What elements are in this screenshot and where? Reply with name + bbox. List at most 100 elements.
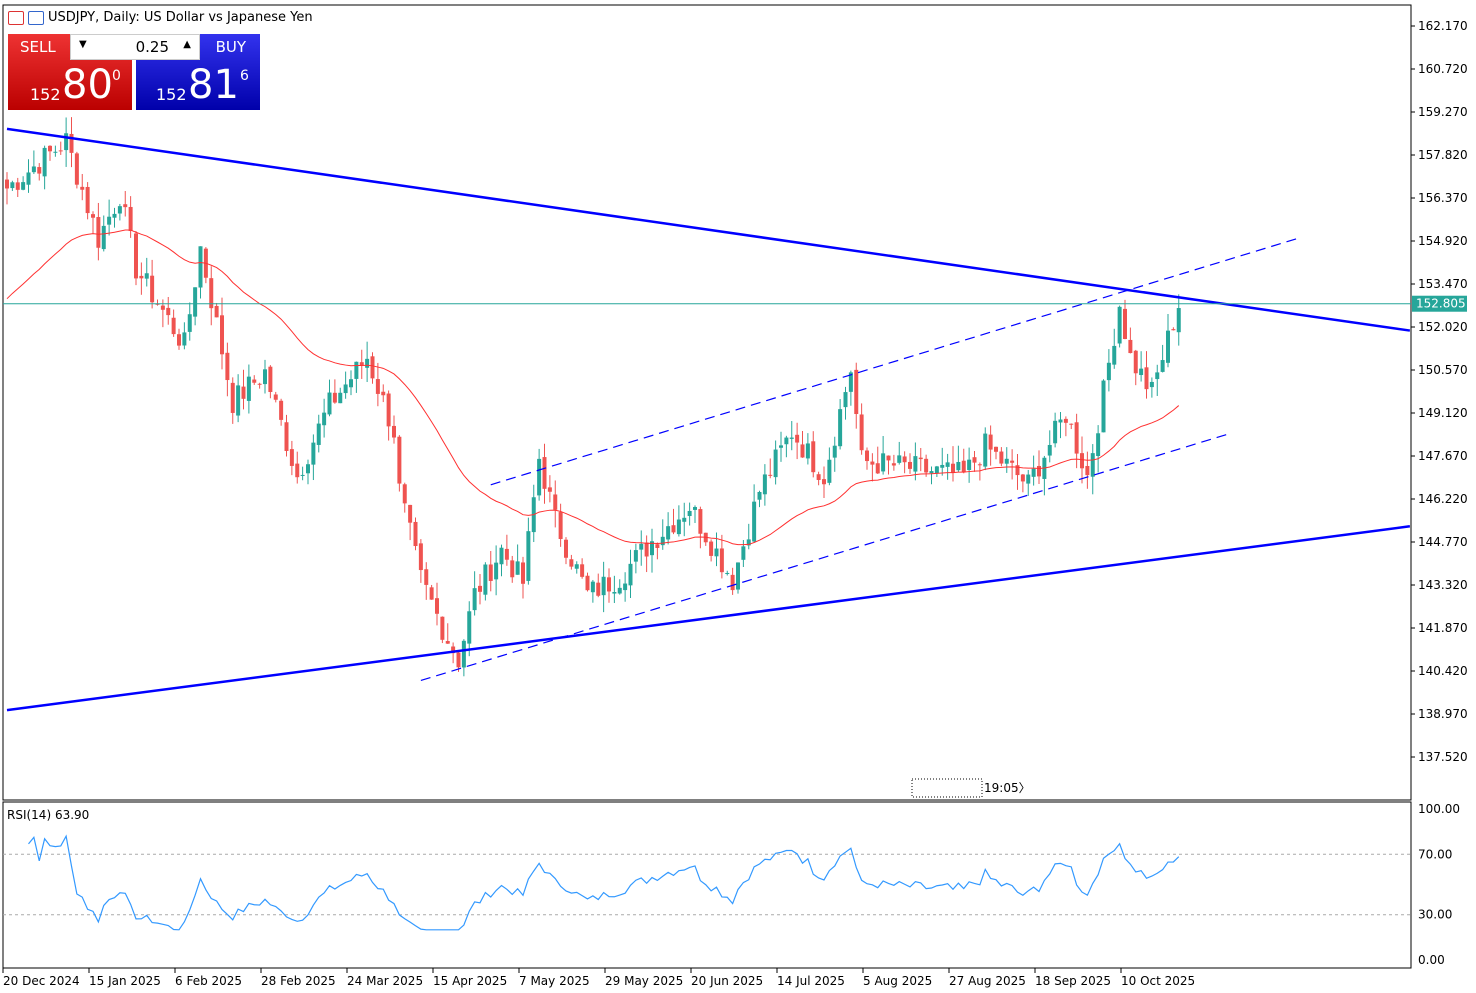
candle-body — [413, 521, 418, 547]
upper-trendline — [6, 127, 1411, 332]
candle-body — [547, 487, 552, 492]
candle-body — [972, 457, 977, 463]
candle-body — [698, 509, 703, 534]
candle-body — [639, 543, 644, 550]
candle-body — [322, 412, 327, 426]
candle-body — [660, 536, 665, 546]
candle-body — [908, 461, 912, 469]
candle-body — [843, 392, 848, 408]
candle-body — [279, 400, 284, 420]
candle-body — [139, 275, 144, 279]
candle-body — [1015, 465, 1020, 476]
candle-body — [15, 182, 20, 190]
chart-header: USDJPY, Daily: US Dollar vs Japanese Yen — [8, 10, 313, 25]
candle-body — [1047, 444, 1052, 456]
y-tick-label: 149.120 — [1418, 406, 1468, 420]
candle-body — [693, 507, 697, 510]
candle-body — [650, 541, 654, 556]
main-chart-frame — [2, 4, 1412, 801]
candle-body — [671, 525, 676, 533]
candle-body — [69, 133, 74, 153]
candle-body — [596, 582, 601, 596]
candle-body — [1149, 381, 1154, 388]
candle-body — [875, 463, 880, 474]
candle-body — [284, 422, 289, 451]
candle-body — [58, 150, 63, 152]
candle-body — [607, 577, 611, 592]
candle-body — [263, 369, 267, 385]
candle-body — [370, 356, 375, 379]
candle-body — [1080, 453, 1084, 469]
candle-body — [811, 441, 816, 473]
candle-body — [451, 646, 456, 654]
channel-upper — [490, 238, 1298, 486]
candle-body — [1096, 433, 1101, 457]
candle-body — [91, 214, 95, 218]
candle-body — [343, 384, 348, 394]
candle-body — [757, 491, 762, 500]
candle-body — [580, 564, 585, 577]
candle-body — [123, 204, 128, 208]
candle-body — [478, 585, 482, 592]
candle-body — [1069, 423, 1074, 425]
candle-body — [289, 449, 294, 466]
candle-body — [795, 434, 800, 443]
candle-body — [21, 182, 26, 190]
candle-body — [241, 386, 246, 399]
candle-body — [569, 559, 574, 567]
volume-input[interactable]: 0.25 — [135, 38, 169, 56]
chart-type-icon[interactable] — [28, 10, 44, 25]
candle-body — [827, 459, 832, 483]
y-tick-label: 146.220 — [1418, 492, 1468, 506]
candle-body — [537, 458, 542, 496]
candle-body — [687, 510, 692, 517]
candle-body — [440, 616, 445, 640]
candle-body — [655, 544, 660, 548]
moving-average-line — [6, 229, 1180, 546]
candle-body — [435, 598, 439, 614]
candle-body — [725, 572, 730, 574]
candle-body — [784, 437, 789, 445]
x-tick-label: 20 Jun 2025 — [691, 974, 763, 988]
candle-body — [306, 464, 310, 474]
candle-body — [74, 153, 79, 185]
candle-body — [332, 392, 337, 403]
lower-trendline — [6, 525, 1411, 712]
candle-body — [1090, 453, 1095, 477]
candle-body — [128, 206, 133, 232]
candle-body — [488, 564, 493, 581]
candle-body — [633, 550, 638, 562]
candle-body — [214, 305, 219, 318]
rsi-tick-label: 0.00 — [1418, 953, 1445, 967]
candle-body — [999, 451, 1004, 464]
x-tick-label: 15 Apr 2025 — [433, 974, 507, 988]
channel-lower — [420, 433, 1228, 682]
candle-body — [918, 457, 923, 460]
candle-body — [424, 569, 429, 585]
candle-body — [402, 484, 407, 504]
candle-body — [311, 442, 316, 465]
sell-price-sup: 0 — [112, 68, 121, 84]
candle-body — [682, 517, 687, 522]
rsi-tick-label: 30.00 — [1418, 908, 1452, 922]
candle-body — [349, 379, 353, 388]
period-separator-marks — [911, 778, 983, 798]
candle-body — [386, 393, 391, 427]
candle-body — [1058, 419, 1063, 423]
candle-body — [859, 414, 864, 451]
candle-body — [746, 539, 751, 546]
trade-icon[interactable] — [8, 10, 24, 25]
decrease-volume-icon[interactable]: ▼ — [79, 39, 87, 50]
volume-stepper[interactable]: ▼ 0.25 ▲ — [70, 34, 200, 60]
candle-body — [461, 640, 466, 668]
x-tick-label: 14 Jul 2025 — [777, 974, 845, 988]
y-tick-label: 159.270 — [1418, 105, 1468, 119]
x-tick-label: 29 May 2025 — [605, 974, 683, 988]
candle-body — [929, 471, 934, 474]
increase-volume-icon[interactable]: ▲ — [183, 39, 191, 50]
candle-body — [134, 233, 138, 279]
candle-body — [730, 574, 735, 591]
candle-body — [1063, 418, 1068, 423]
